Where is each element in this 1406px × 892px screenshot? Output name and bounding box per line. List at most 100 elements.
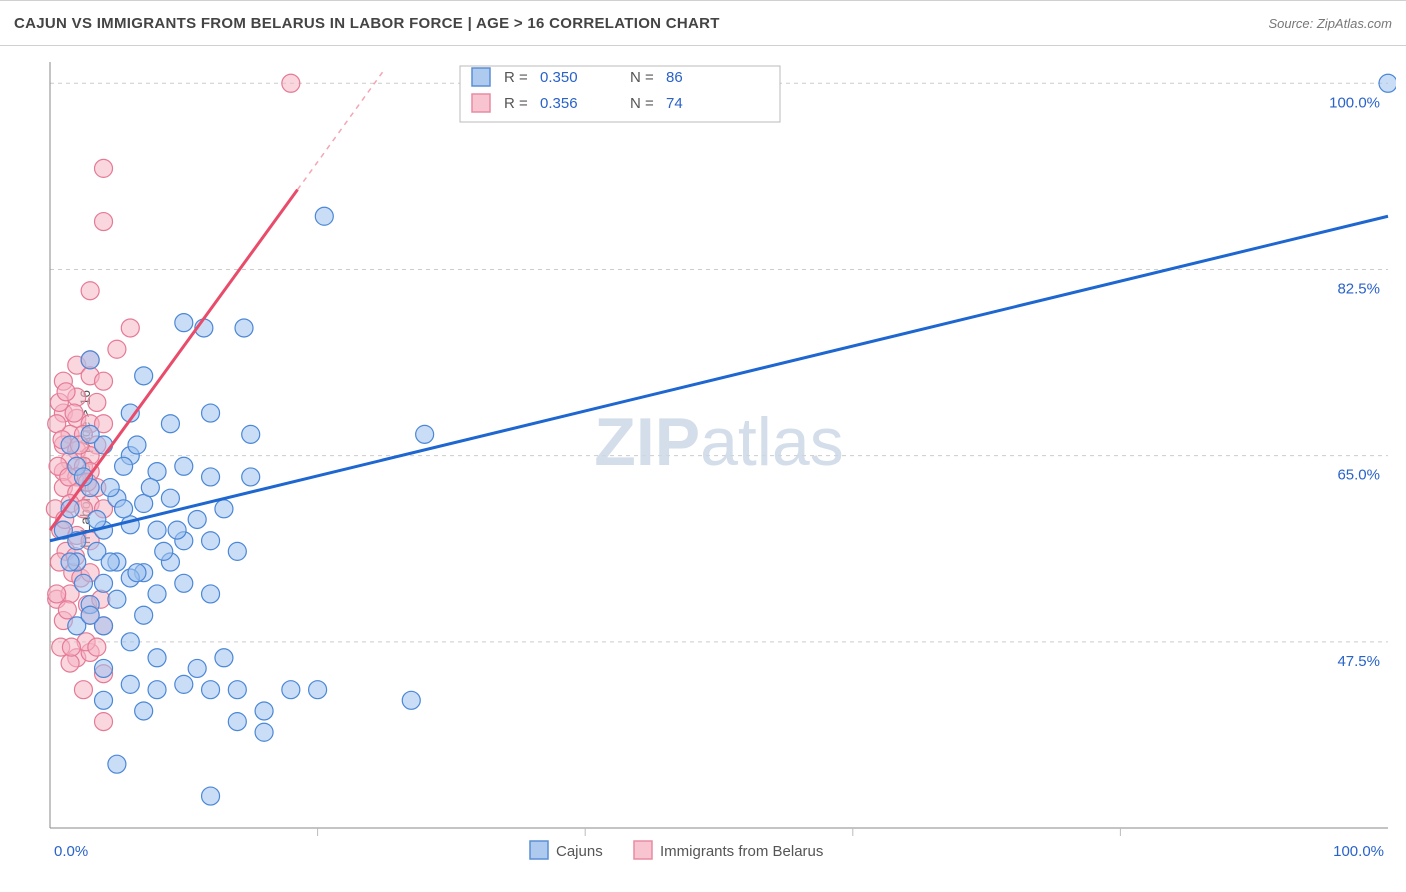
data-point-blue (175, 574, 193, 592)
data-point-blue (128, 436, 146, 454)
bottom-legend-swatch-blue (530, 841, 548, 859)
data-point-blue (1379, 74, 1396, 92)
data-point-blue (228, 542, 246, 560)
data-point-blue (202, 585, 220, 603)
data-point-blue (242, 425, 260, 443)
data-point-pink (74, 681, 92, 699)
data-point-blue (202, 787, 220, 805)
data-point-blue (95, 574, 113, 592)
data-point-blue (242, 468, 260, 486)
data-point-pink (61, 654, 79, 672)
data-point-blue (175, 675, 193, 693)
data-point-blue (148, 681, 166, 699)
data-point-blue (148, 649, 166, 667)
y-tick-label: 100.0% (1329, 94, 1380, 111)
bottom-legend-label: Immigrants from Belarus (660, 843, 823, 860)
stats-n-label: N = (630, 95, 654, 112)
data-point-blue (148, 521, 166, 539)
stats-n-value: 74 (666, 95, 683, 112)
data-point-blue (215, 649, 233, 667)
data-point-pink (81, 282, 99, 300)
data-point-blue (141, 479, 159, 497)
data-point-blue (81, 351, 99, 369)
stats-r-label: R = (504, 69, 528, 86)
data-point-blue (168, 521, 186, 539)
data-point-blue (101, 553, 119, 571)
legend-swatch-blue (472, 68, 490, 86)
data-point-pink (88, 638, 106, 656)
data-point-blue (148, 585, 166, 603)
data-point-blue (202, 681, 220, 699)
data-point-pink (88, 393, 106, 411)
source-link[interactable]: ZipAtlas.com (1317, 16, 1392, 31)
data-point-blue (121, 633, 139, 651)
data-point-blue (202, 404, 220, 422)
stats-n-value: 86 (666, 69, 683, 86)
data-point-blue (315, 207, 333, 225)
data-point-blue (175, 314, 193, 332)
chart-header: CAJUN VS IMMIGRANTS FROM BELARUS IN LABO… (0, 0, 1406, 46)
data-point-blue (108, 590, 126, 608)
data-point-blue (215, 500, 233, 518)
data-point-blue (228, 713, 246, 731)
data-point-blue (108, 755, 126, 773)
plot-area: In Labor Force | Age > 16 47.5%65.0%82.5… (0, 46, 1406, 892)
data-point-blue (121, 675, 139, 693)
trendline-blue (50, 216, 1388, 540)
data-point-blue (135, 367, 153, 385)
data-point-blue (128, 564, 146, 582)
data-point-blue (61, 553, 79, 571)
stats-r-value: 0.356 (540, 95, 578, 112)
data-point-blue (74, 574, 92, 592)
watermark: ZIPatlas (594, 404, 843, 480)
data-point-blue (255, 702, 273, 720)
data-point-blue (255, 723, 273, 741)
data-point-blue (115, 500, 133, 518)
data-point-blue (61, 436, 79, 454)
data-point-pink (58, 601, 76, 619)
x-tick-label-left: 0.0% (54, 843, 88, 860)
data-point-pink (57, 383, 75, 401)
data-point-pink (108, 340, 126, 358)
stats-r-value: 0.350 (540, 69, 578, 86)
data-point-pink (95, 372, 113, 390)
data-point-blue (95, 691, 113, 709)
data-point-blue (161, 489, 179, 507)
data-point-blue (282, 681, 300, 699)
stats-n-label: N = (630, 69, 654, 86)
data-point-pink (95, 213, 113, 231)
data-point-blue (155, 542, 173, 560)
source-attribution: Source: ZipAtlas.com (1268, 16, 1392, 31)
x-tick-label-right: 100.0% (1333, 843, 1384, 860)
data-point-blue (202, 468, 220, 486)
data-point-blue (416, 425, 434, 443)
y-tick-label: 82.5% (1337, 280, 1380, 297)
data-point-pink (65, 404, 83, 422)
data-point-blue (402, 691, 420, 709)
data-point-blue (309, 681, 327, 699)
data-point-blue (135, 495, 153, 513)
data-point-pink (282, 74, 300, 92)
data-point-blue (81, 606, 99, 624)
data-point-blue (188, 510, 206, 528)
data-point-blue (101, 479, 119, 497)
data-point-blue (188, 659, 206, 677)
data-point-pink (121, 319, 139, 337)
source-prefix: Source: (1268, 16, 1316, 31)
chart-title: CAJUN VS IMMIGRANTS FROM BELARUS IN LABO… (14, 15, 720, 32)
trendline-pink-extrapolated (298, 69, 385, 189)
data-point-blue (202, 532, 220, 550)
stats-r-label: R = (504, 95, 528, 112)
data-point-blue (161, 415, 179, 433)
bottom-legend-label: Cajuns (556, 843, 603, 860)
data-point-blue (95, 659, 113, 677)
data-point-blue (235, 319, 253, 337)
y-tick-label: 47.5% (1337, 653, 1380, 670)
scatter-chart: 47.5%65.0%82.5%100.0%0.0%100.0%ZIPatlasR… (40, 56, 1396, 876)
data-point-blue (115, 457, 133, 475)
data-point-pink (48, 585, 66, 603)
data-point-blue (148, 463, 166, 481)
legend-swatch-pink (472, 94, 490, 112)
data-point-blue (81, 425, 99, 443)
data-point-pink (95, 159, 113, 177)
